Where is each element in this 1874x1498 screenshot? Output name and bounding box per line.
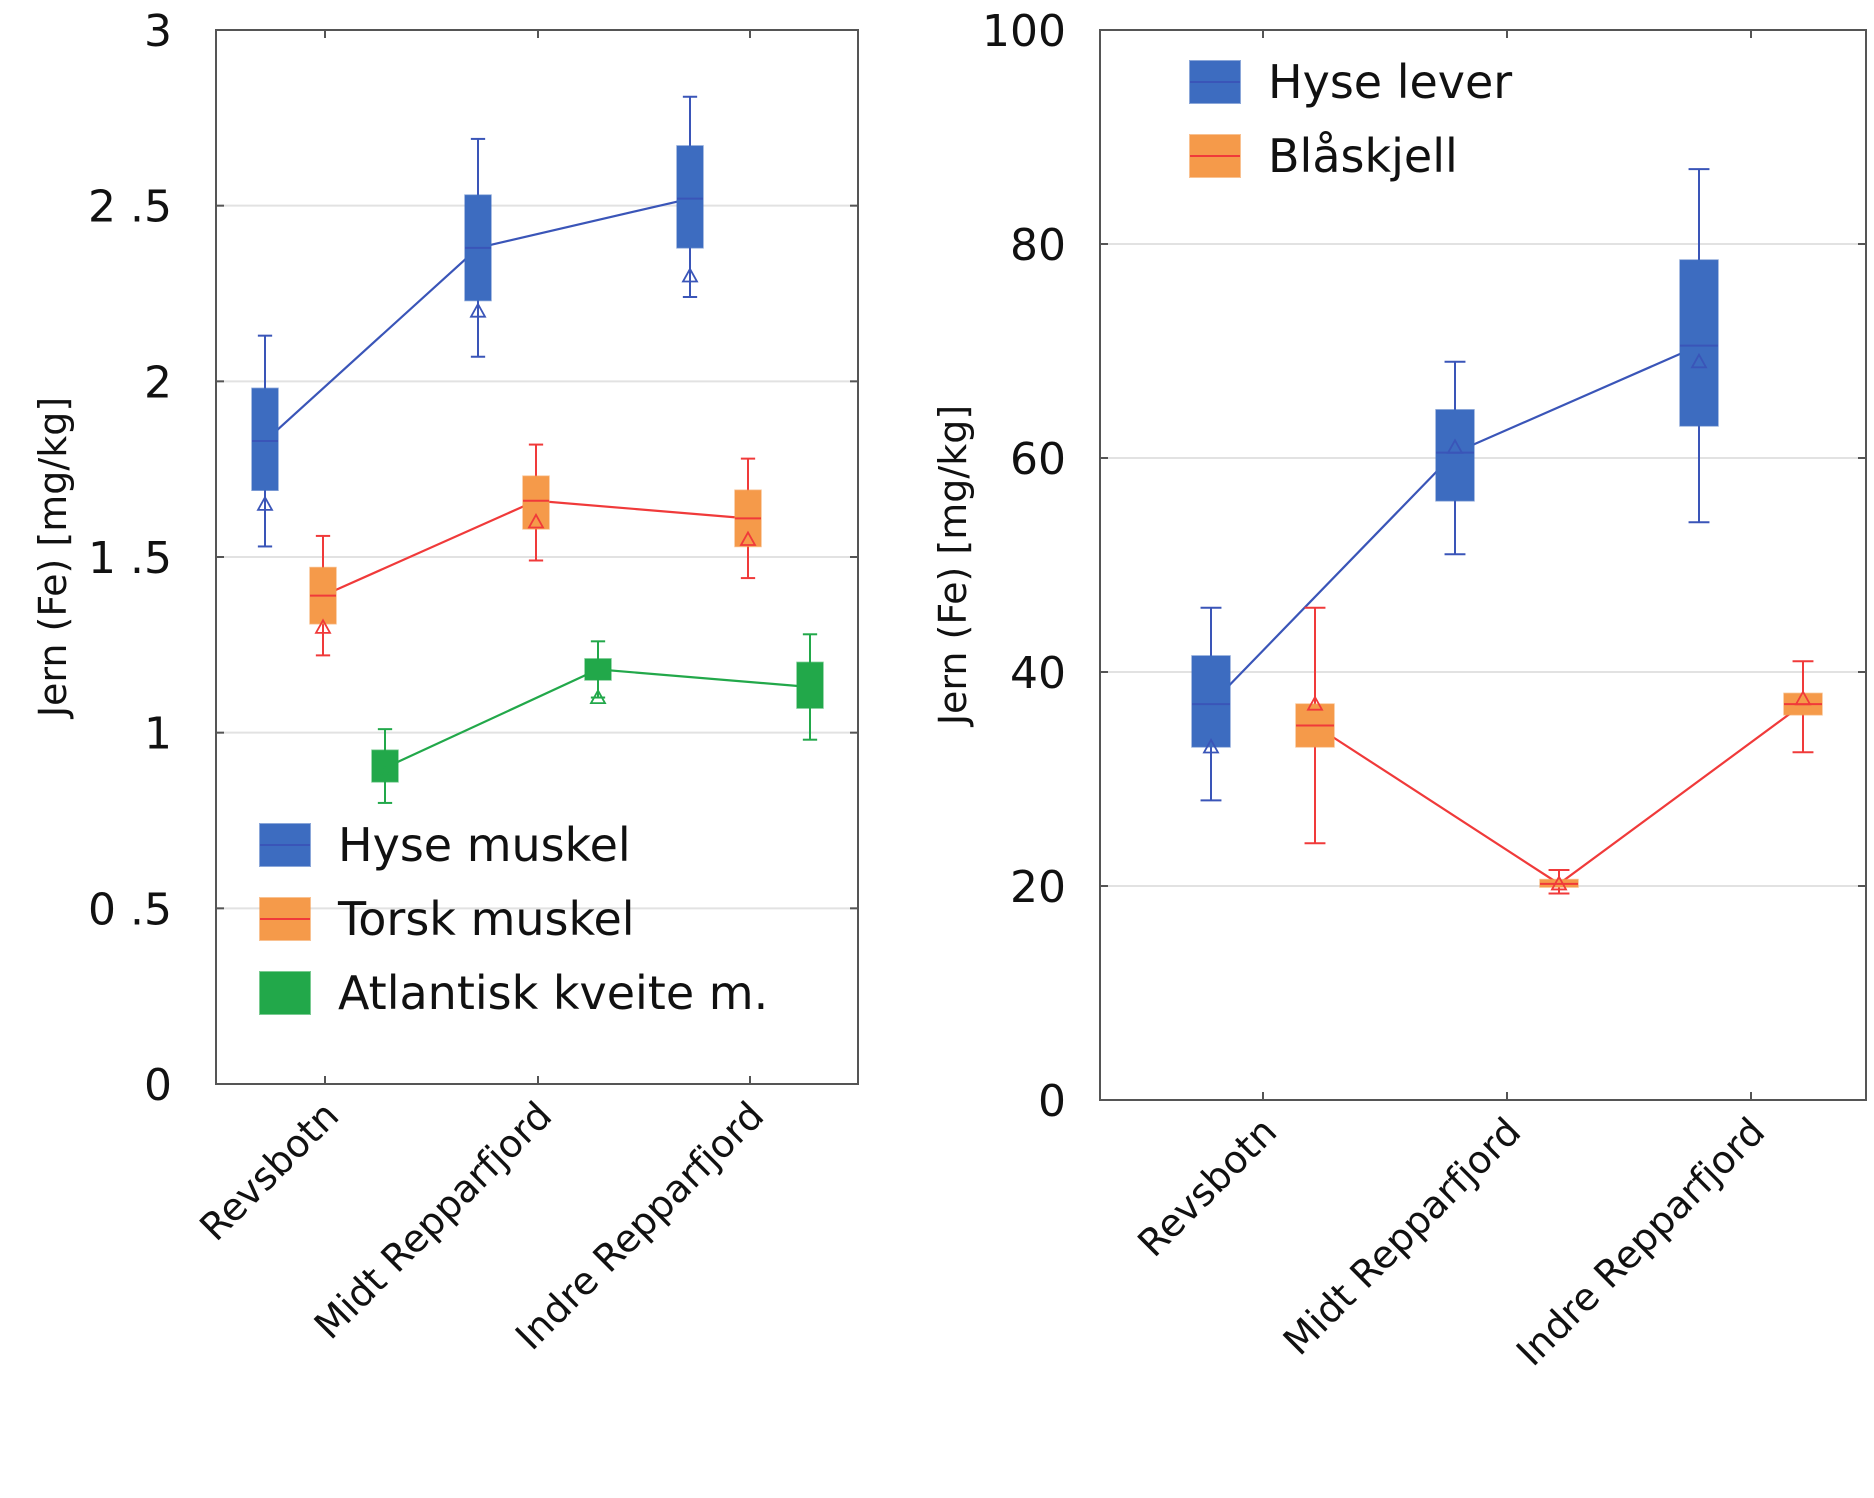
y-tick-label: 1 xyxy=(144,709,172,760)
legend-label: Torsk muskel xyxy=(337,892,635,946)
y-tick-label: 0 xyxy=(1038,1076,1066,1127)
mean-marker xyxy=(256,495,274,511)
mean-marker xyxy=(589,688,607,705)
box-plot xyxy=(1435,360,1475,556)
mean-marker xyxy=(1202,738,1220,754)
x-tick-label: Midt Repparfjord xyxy=(306,1093,561,1348)
y-tick-label: 100 xyxy=(982,6,1066,57)
plot-frame xyxy=(1099,29,1867,1101)
y-tick-label: 20 xyxy=(1010,862,1066,913)
box xyxy=(522,475,550,530)
box-plot xyxy=(796,633,824,741)
box xyxy=(1191,655,1231,748)
box-plot xyxy=(1539,868,1579,895)
mean-marker xyxy=(801,685,819,701)
box-plot xyxy=(309,534,337,657)
y-tick-label: 80 xyxy=(1010,220,1066,271)
legend-item: Blåskjell xyxy=(1189,129,1458,183)
legend: Hyse lever Blåskjell xyxy=(1189,55,1512,183)
box-plot xyxy=(371,728,399,804)
mean-marker xyxy=(1794,689,1812,706)
legend-label: Blåskjell xyxy=(1268,129,1458,183)
y-tick-label: 1 .5 xyxy=(88,533,172,584)
y-axis-label: Jern (Fe) [mg/kg] xyxy=(931,405,975,727)
y-tick-label: 2 xyxy=(144,357,172,408)
mean-marker xyxy=(681,267,699,283)
box-plot xyxy=(584,640,612,705)
y-tick-label: 0 .5 xyxy=(88,884,172,935)
box-plot xyxy=(1783,660,1823,754)
box xyxy=(1435,409,1475,502)
box-plot xyxy=(1295,606,1335,845)
legend: Hyse muskel Torsk muskel Atlantisk kveite … xyxy=(259,818,768,1020)
legend-item: Hyse lever xyxy=(1189,55,1512,109)
left-chart-panel: 0 0 .5 1 1 .5 2 2 .5 3 Jern (Fe) [mg/kg] Revsbot… xyxy=(31,6,859,1358)
right-chart-panel: 0 20 40 60 80 100 Jern (Fe) [mg/kg] RevsbotnMid… xyxy=(931,6,1867,1374)
box xyxy=(251,387,279,491)
legend-label: Atlantisk kveite m. xyxy=(338,966,768,1020)
x-tick-label: Revsbotn xyxy=(1129,1109,1285,1265)
box-plot xyxy=(1679,168,1719,524)
mean-marker xyxy=(739,530,757,546)
y-tick-label: 40 xyxy=(1010,648,1066,699)
series-0 xyxy=(251,95,704,548)
x-tick-label: Revsbotn xyxy=(191,1093,347,1249)
y-tick-label: 2 .5 xyxy=(88,182,172,233)
mean-marker xyxy=(1550,875,1568,891)
y-tick-label: 60 xyxy=(1010,434,1066,485)
box-plot xyxy=(1191,606,1231,802)
box-plot xyxy=(522,443,550,562)
legend-label: Hyse lever xyxy=(1268,55,1512,109)
mean-marker xyxy=(1446,438,1464,454)
y-axis-label: Jern (Fe) [mg/kg] xyxy=(31,397,75,719)
legend-item: Torsk muskel xyxy=(259,892,635,946)
mean-marker xyxy=(1306,695,1324,711)
box-plot xyxy=(251,334,279,548)
x-tick-label: Midt Repparfjord xyxy=(1275,1109,1530,1364)
mean-marker xyxy=(314,618,332,634)
legend-item: Atlantisk kveite m. xyxy=(259,966,768,1020)
series-median-line xyxy=(1314,703,1804,886)
mean-marker xyxy=(376,765,394,782)
mean-marker xyxy=(1690,352,1708,369)
mean-marker xyxy=(469,302,487,318)
y-tick-label: 0 xyxy=(144,1060,172,1111)
box xyxy=(676,145,704,249)
legend-item: Hyse muskel xyxy=(259,818,631,872)
box-plot xyxy=(464,137,492,358)
series-2 xyxy=(371,633,824,804)
series-1 xyxy=(309,443,762,657)
series-0 xyxy=(1191,168,1719,802)
y-tick-label: 3 xyxy=(144,6,172,57)
series-1 xyxy=(1295,606,1823,895)
mean-marker xyxy=(527,513,545,529)
x-tick-label: Indre Repparfjord xyxy=(1508,1109,1773,1374)
legend-label: Hyse muskel xyxy=(338,818,631,872)
box xyxy=(1679,259,1719,427)
box-plot xyxy=(734,457,762,580)
box-plot xyxy=(676,95,704,299)
